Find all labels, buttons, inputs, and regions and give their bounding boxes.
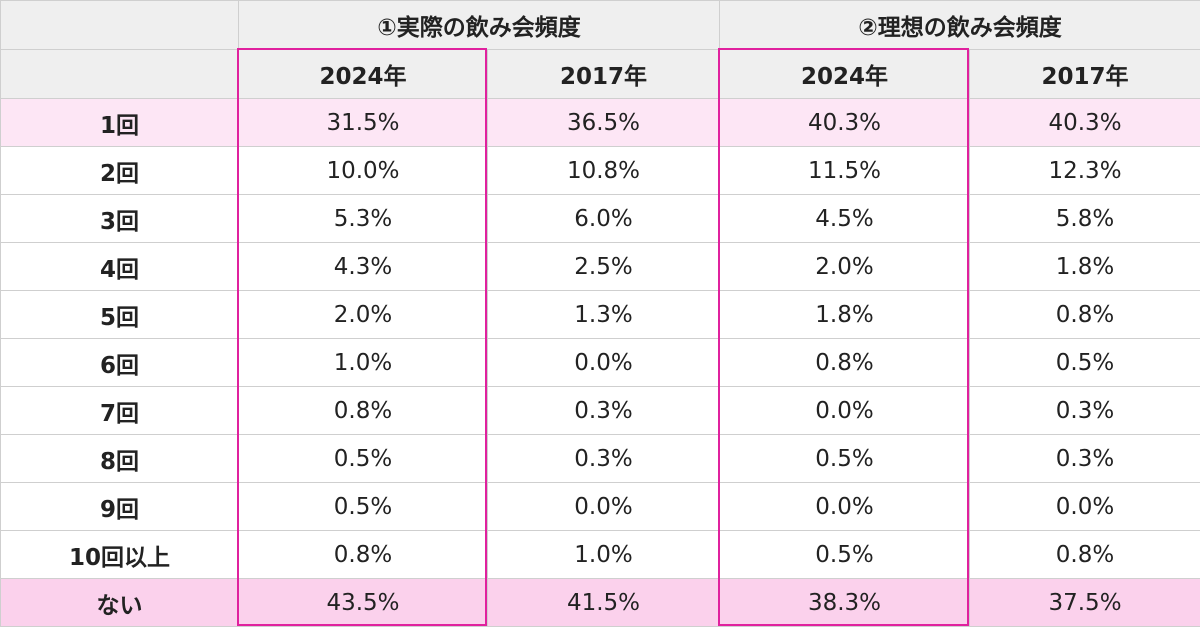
table-cell: 1.8% [720,291,970,339]
corner-cell [1,1,239,50]
row-label: 6回 [1,339,239,387]
row-label: 7回 [1,387,239,435]
row-label: 2回 [1,147,239,195]
table-cell: 0.8% [239,387,488,435]
table-cell: 1.0% [488,531,720,579]
column-header: 2017年 [488,50,720,99]
table-cell: 0.3% [488,387,720,435]
table-cell: 10.0% [239,147,488,195]
table-cell: 11.5% [720,147,970,195]
row-label: ない [1,579,239,627]
table-cell: 36.5% [488,99,720,147]
table-cell: 12.3% [970,147,1200,195]
year-header-row: 2024年 2017年 2024年 2017年 [1,50,1200,99]
table-cell: 0.5% [970,339,1200,387]
row-label: 4回 [1,243,239,291]
table-cell: 41.5% [488,579,720,627]
table-cell: 1.0% [239,339,488,387]
row-label: 3回 [1,195,239,243]
table-cell: 0.8% [720,339,970,387]
table-cell: 43.5% [239,579,488,627]
row-label: 8回 [1,435,239,483]
table-cell: 5.3% [239,195,488,243]
table-cell: 0.0% [970,483,1200,531]
table-cell: 38.3% [720,579,970,627]
column-header: 2017年 [970,50,1200,99]
column-header: 2024年 [239,50,488,99]
group-header-actual: ①実際の飲み会頻度 [239,1,720,50]
table-cell: 0.3% [488,435,720,483]
table-cell: 4.5% [720,195,970,243]
table-cell: 5.8% [970,195,1200,243]
table-cell: 0.3% [970,387,1200,435]
table-cell: 0.5% [239,435,488,483]
row-label: 5回 [1,291,239,339]
table-cell: 2.0% [239,291,488,339]
table-cell: 1.8% [970,243,1200,291]
table-cell: 0.8% [239,531,488,579]
row-label: 9回 [1,483,239,531]
table-cell: 1.3% [488,291,720,339]
table-cell: 0.0% [488,483,720,531]
group-header-ideal: ②理想の飲み会頻度 [720,1,1200,50]
table-cell: 6.0% [488,195,720,243]
table-cell: 0.5% [239,483,488,531]
table-cell: 0.8% [970,531,1200,579]
row-label: 10回以上 [1,531,239,579]
table-cell: 40.3% [720,99,970,147]
group-header-row: ①実際の飲み会頻度 ②理想の飲み会頻度 [1,1,1200,50]
table-cell: 0.5% [720,531,970,579]
corner-cell [1,50,239,99]
table-cell: 2.5% [488,243,720,291]
table-cell: 0.3% [970,435,1200,483]
table-cell: 0.5% [720,435,970,483]
table-cell: 37.5% [970,579,1200,627]
column-header: 2024年 [720,50,970,99]
table-cell: 31.5% [239,99,488,147]
table-cell: 0.8% [970,291,1200,339]
table-cell: 0.0% [720,387,970,435]
table-cell: 2.0% [720,243,970,291]
row-label: 1回 [1,99,239,147]
table-cell: 10.8% [488,147,720,195]
table-cell: 4.3% [239,243,488,291]
table-cell: 0.0% [720,483,970,531]
table-cell: 0.0% [488,339,720,387]
table-cell: 40.3% [970,99,1200,147]
